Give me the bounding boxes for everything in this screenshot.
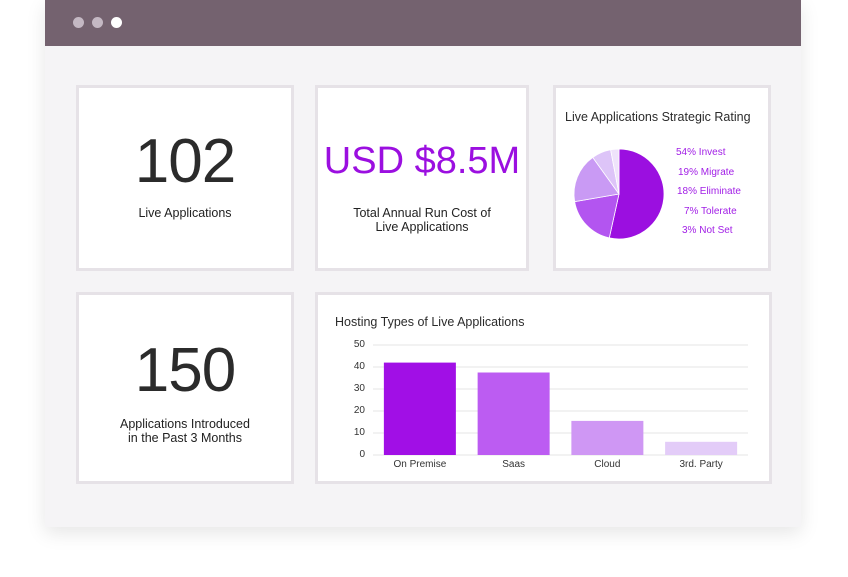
hosting-types-bar-chart <box>373 344 748 456</box>
pie-slice-2[interactable] <box>573 156 620 203</box>
bar-y-tick-label-0: 0 <box>359 449 365 460</box>
pie-slice-0[interactable] <box>608 148 665 240</box>
window-maximize-dot[interactable] <box>111 17 122 28</box>
bar-x-category-label-0: On Premise <box>393 459 447 470</box>
pie-legend-item-0: 54% Invest <box>676 147 726 158</box>
live-applications-card: 102 Live Applications <box>76 85 294 271</box>
window-minimize-dot[interactable] <box>92 17 103 28</box>
bar-x-category-label-2: Cloud <box>594 459 621 470</box>
bar-y-tick-label-1: 10 <box>353 427 365 438</box>
app-window: 102 Live Applications USD $8.5M Total An… <box>45 0 801 527</box>
introduced-label-line2: in the Past 3 Months <box>128 431 242 445</box>
pie-legend-item-2: 18% Eliminate <box>677 186 741 197</box>
window-close-dot[interactable] <box>73 17 84 28</box>
bar-x-category-label-1: Saas <box>502 459 526 470</box>
window-titlebar <box>45 0 801 46</box>
bar-2[interactable] <box>571 420 644 455</box>
bar-x-category-label-3: 3rd. Party <box>679 459 723 470</box>
introduced-count: 150 <box>134 336 236 405</box>
introduced-card: 150 Applications Introduced in the Past … <box>76 292 294 484</box>
bar-y-tick-label-4: 40 <box>353 361 365 372</box>
pie-legend-item-3: 7% Tolerate <box>684 205 737 217</box>
run-cost-label-line2: Live Applications <box>375 220 469 234</box>
run-cost-card: USD $8.5M Total Annual Run Cost of Live … <box>315 85 529 271</box>
live-applications-label: Live Applications <box>138 206 232 220</box>
bar-y-tick-label-2: 20 <box>353 405 365 416</box>
bar-y-tick-label-5: 50 <box>353 339 365 350</box>
strategic-rating-card: Live Applications Strategic Rating 54% I… <box>553 85 771 271</box>
strategic-rating-title: Live Applications Strategic Rating <box>565 110 751 124</box>
pie-slice-4[interactable] <box>610 148 620 195</box>
bar-y-tick-label-3: 30 <box>353 383 365 394</box>
hosting-types-title: Hosting Types of Live Applications <box>335 315 525 329</box>
pie-slice-1[interactable] <box>574 193 620 239</box>
run-cost-value: USD $8.5M <box>323 140 521 182</box>
bar-3[interactable] <box>665 441 738 455</box>
live-applications-count: 102 <box>134 127 236 196</box>
run-cost-label-line1: Total Annual Run Cost of <box>353 206 491 220</box>
hosting-types-card: Hosting Types of Live Applications 0 10 20… <box>315 292 772 484</box>
pie-legend-item-1: 19% Migrate <box>678 166 735 178</box>
strategic-rating-pie-chart <box>573 148 665 240</box>
introduced-label-line1: Applications Introduced <box>120 417 250 431</box>
pie-legend-item-4: 3% Not Set <box>682 225 733 236</box>
bar-1[interactable] <box>477 372 550 456</box>
bar-0[interactable] <box>383 362 456 455</box>
